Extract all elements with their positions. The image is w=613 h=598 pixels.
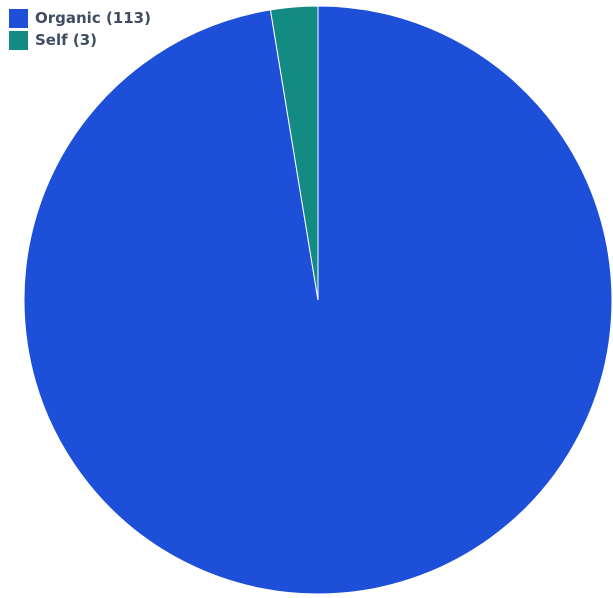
legend-item-self[interactable]: Self (3): [9, 31, 151, 50]
pie-slice-self[interactable]: [269, 5, 319, 301]
legend-label-organic: Organic (113): [35, 9, 151, 27]
legend-item-organic[interactable]: Organic (113): [9, 9, 151, 28]
legend-swatch-organic: [9, 9, 28, 28]
chart-legend: Organic (113) Self (3): [9, 9, 151, 50]
legend-swatch-self: [9, 31, 28, 50]
legend-label-self: Self (3): [35, 31, 98, 49]
